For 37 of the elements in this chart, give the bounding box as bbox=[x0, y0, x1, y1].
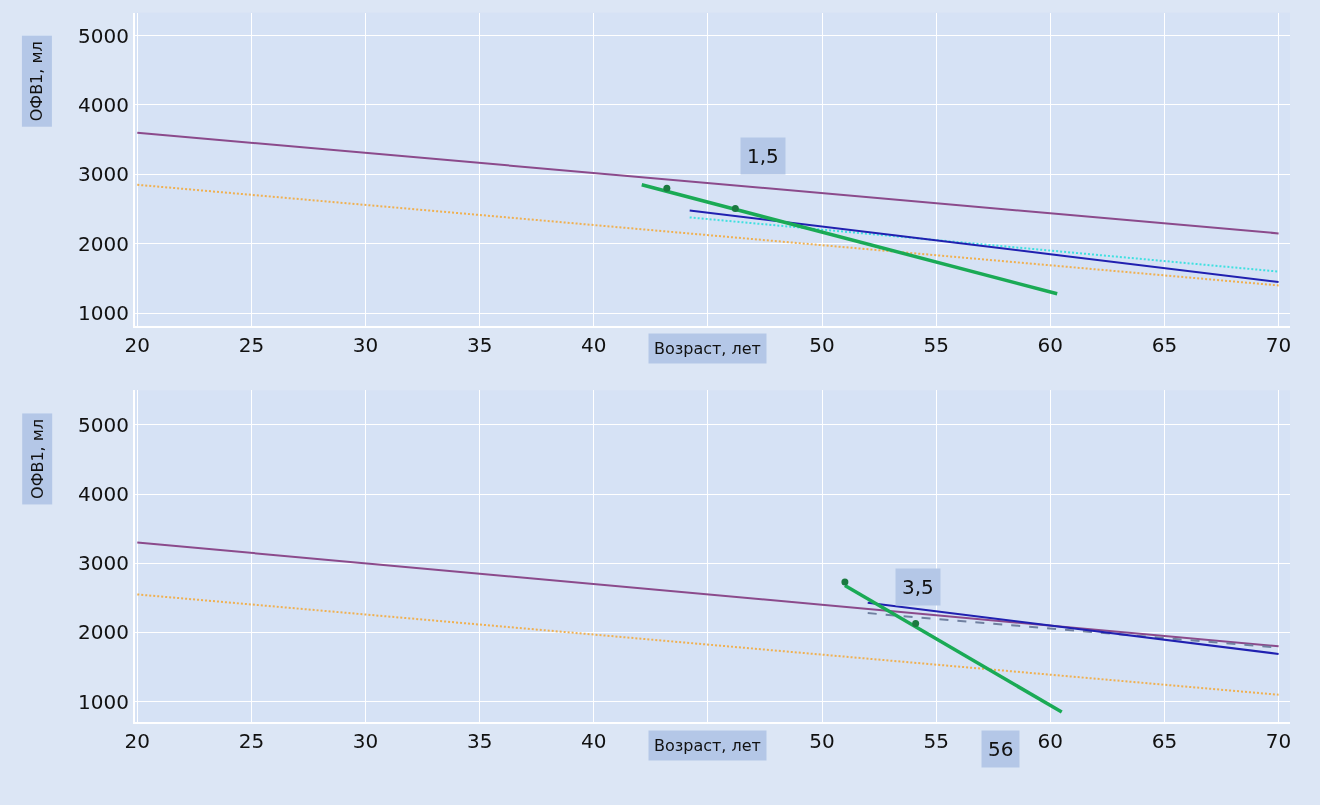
x-tick-label: 25 bbox=[238, 729, 265, 754]
y-tick-label: 5000 bbox=[78, 23, 129, 48]
x-tick-label: 25 bbox=[238, 332, 265, 357]
x-tick-label: 20 bbox=[124, 332, 151, 357]
y-axis-title: ОФВ1, мл bbox=[27, 418, 47, 499]
x-tick-label: 60 bbox=[1037, 332, 1064, 357]
x-tick-label: 65 bbox=[1151, 729, 1178, 754]
y-tick-label: 4000 bbox=[78, 482, 129, 507]
y-tick-label: 1000 bbox=[78, 689, 129, 714]
text: 56 bbox=[988, 737, 1014, 761]
y-axis-title: ОФВ1, мл bbox=[27, 41, 47, 122]
x-axis-title: Возраст, лет bbox=[654, 736, 761, 755]
x-tick-label: 35 bbox=[466, 729, 493, 754]
x-tick-label: 65 bbox=[1151, 332, 1178, 357]
x-tick-label: 55 bbox=[923, 729, 949, 754]
y-tick-label: 5000 bbox=[78, 412, 129, 437]
y-tick-label: 2000 bbox=[78, 231, 129, 256]
annotation: 1,5 bbox=[747, 144, 779, 168]
x-tick-label: 60 bbox=[1037, 729, 1064, 754]
x-tick-label: 70 bbox=[1265, 729, 1292, 754]
y-tick-label: 3000 bbox=[78, 162, 129, 187]
x-tick-label: 30 bbox=[352, 332, 379, 357]
x-axis-title: Возраст, лет bbox=[654, 339, 761, 358]
y-tick-label: 4000 bbox=[78, 92, 129, 117]
x-tick-label: 35 bbox=[466, 332, 493, 357]
x-tick-label: 40 bbox=[581, 729, 607, 754]
x-tick-label: 50 bbox=[809, 729, 835, 754]
x-tick-label: 55 bbox=[923, 332, 949, 357]
x-tick-label: 50 bbox=[809, 332, 835, 357]
x-tick-label: 70 bbox=[1265, 332, 1292, 357]
x-tick-label: 30 bbox=[352, 729, 379, 754]
x-tick-label: 40 bbox=[581, 332, 607, 357]
y-tick-label: 1000 bbox=[78, 301, 129, 326]
x-tick-label: 20 bbox=[124, 729, 151, 754]
annotation: 3,5 bbox=[902, 575, 934, 599]
y-tick-label: 2000 bbox=[78, 620, 129, 645]
y-tick-label: 3000 bbox=[78, 551, 129, 576]
